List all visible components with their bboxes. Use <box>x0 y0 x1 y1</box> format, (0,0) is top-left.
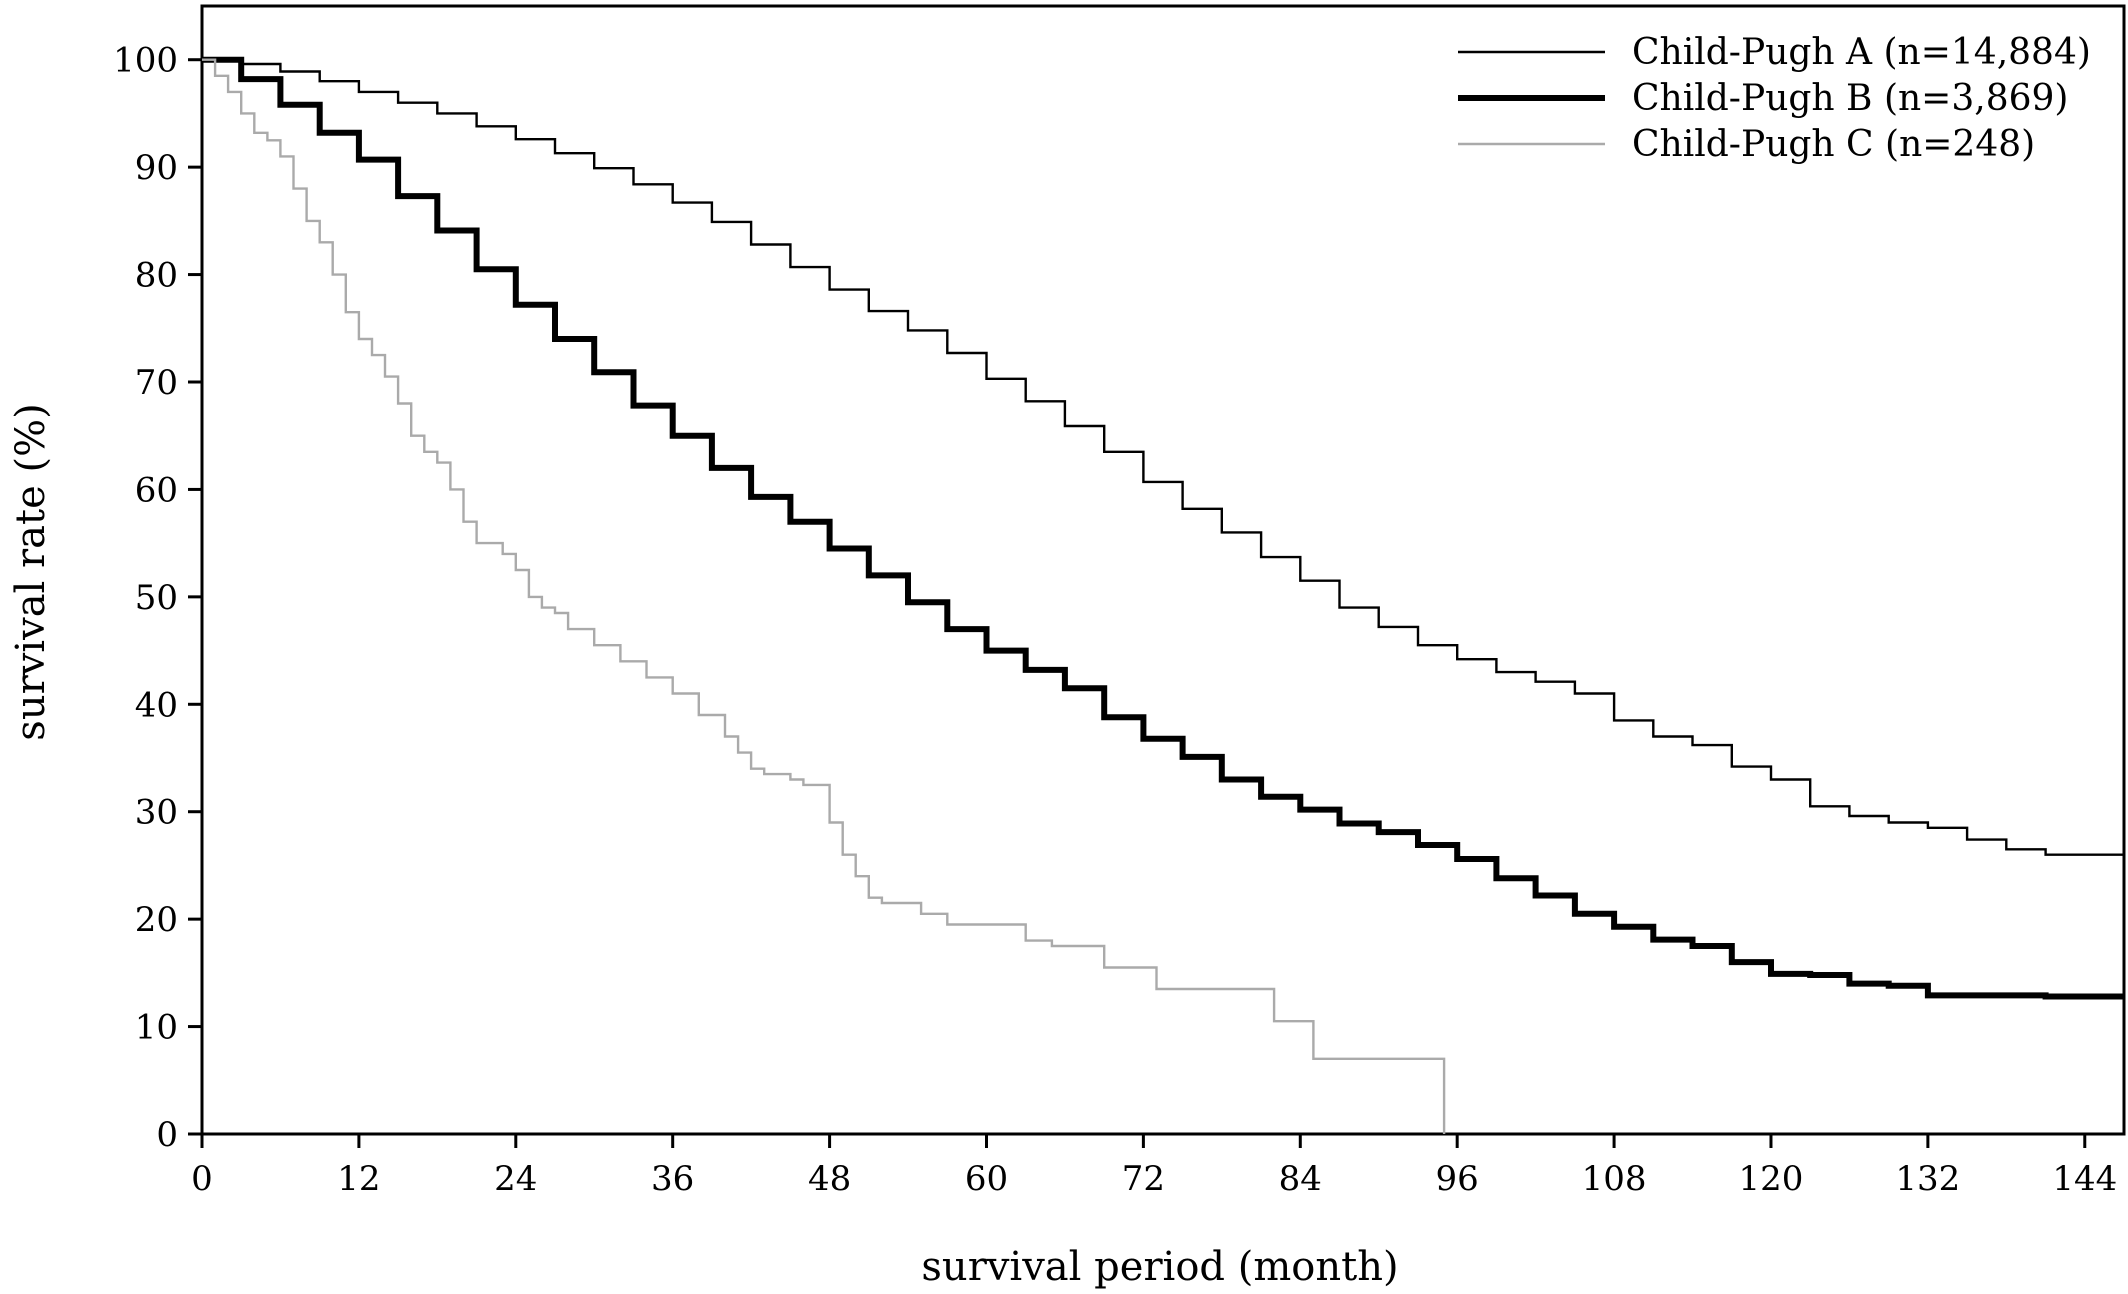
y-tick-label-90: 90 <box>135 148 178 188</box>
y-tick-label-30: 30 <box>135 793 178 833</box>
x-tick-label-108: 108 <box>1582 1159 1647 1199</box>
x-tick-label-132: 132 <box>1895 1159 1960 1199</box>
series-line-2 <box>202 56 2124 1000</box>
y-tick-label-60: 60 <box>135 470 178 510</box>
x-tick-label-96: 96 <box>1436 1159 1479 1199</box>
series-line-3 <box>202 58 1446 1134</box>
x-tick-label-0: 0 <box>191 1159 213 1199</box>
y-tick-label-50: 50 <box>135 578 178 618</box>
plot-frame <box>200 4 2126 1136</box>
x-tick-label-12: 12 <box>337 1159 380 1199</box>
x-tick-label-144: 144 <box>2052 1159 2117 1199</box>
x-tick-label-36: 36 <box>651 1159 694 1199</box>
y-tick-label-70: 70 <box>135 363 178 403</box>
x-tick-label-72: 72 <box>1122 1159 1165 1199</box>
x-tick-label-48: 48 <box>808 1159 851 1199</box>
y-tick-label-80: 80 <box>135 256 178 296</box>
x-tick-label-60: 60 <box>965 1159 1008 1199</box>
x-axis-title: survival period (month) <box>921 1244 1398 1290</box>
x-tick-label-24: 24 <box>494 1159 537 1199</box>
y-tick-label-40: 40 <box>135 685 178 725</box>
legend-label-1: Child-Pugh A (n=14,884) <box>1632 32 2091 73</box>
y-tick-label-0: 0 <box>156 1115 178 1155</box>
legend-label-2: Child-Pugh B (n=3,869) <box>1632 78 2068 119</box>
y-axis-title: survival rate (%) <box>8 403 54 740</box>
legend: Child-Pugh A (n=14,884) Child-Pugh B (n=3… <box>1458 32 2091 165</box>
axes: 0 12 24 36 48 60 72 84 96 108 120 132 144 0 10 20 30 40 50… <box>113 4 2126 1199</box>
y-tick-label-100: 100 <box>113 41 178 81</box>
legend-label-3: Child-Pugh C (n=248) <box>1632 124 2035 165</box>
x-tick-label-120: 120 <box>1739 1159 1804 1199</box>
y-tick-label-10: 10 <box>135 1008 178 1048</box>
series-line-1 <box>202 58 2124 856</box>
series-lines <box>202 56 2124 1134</box>
y-tick-label-20: 20 <box>135 900 178 940</box>
x-tick-label-84: 84 <box>1279 1159 1322 1199</box>
